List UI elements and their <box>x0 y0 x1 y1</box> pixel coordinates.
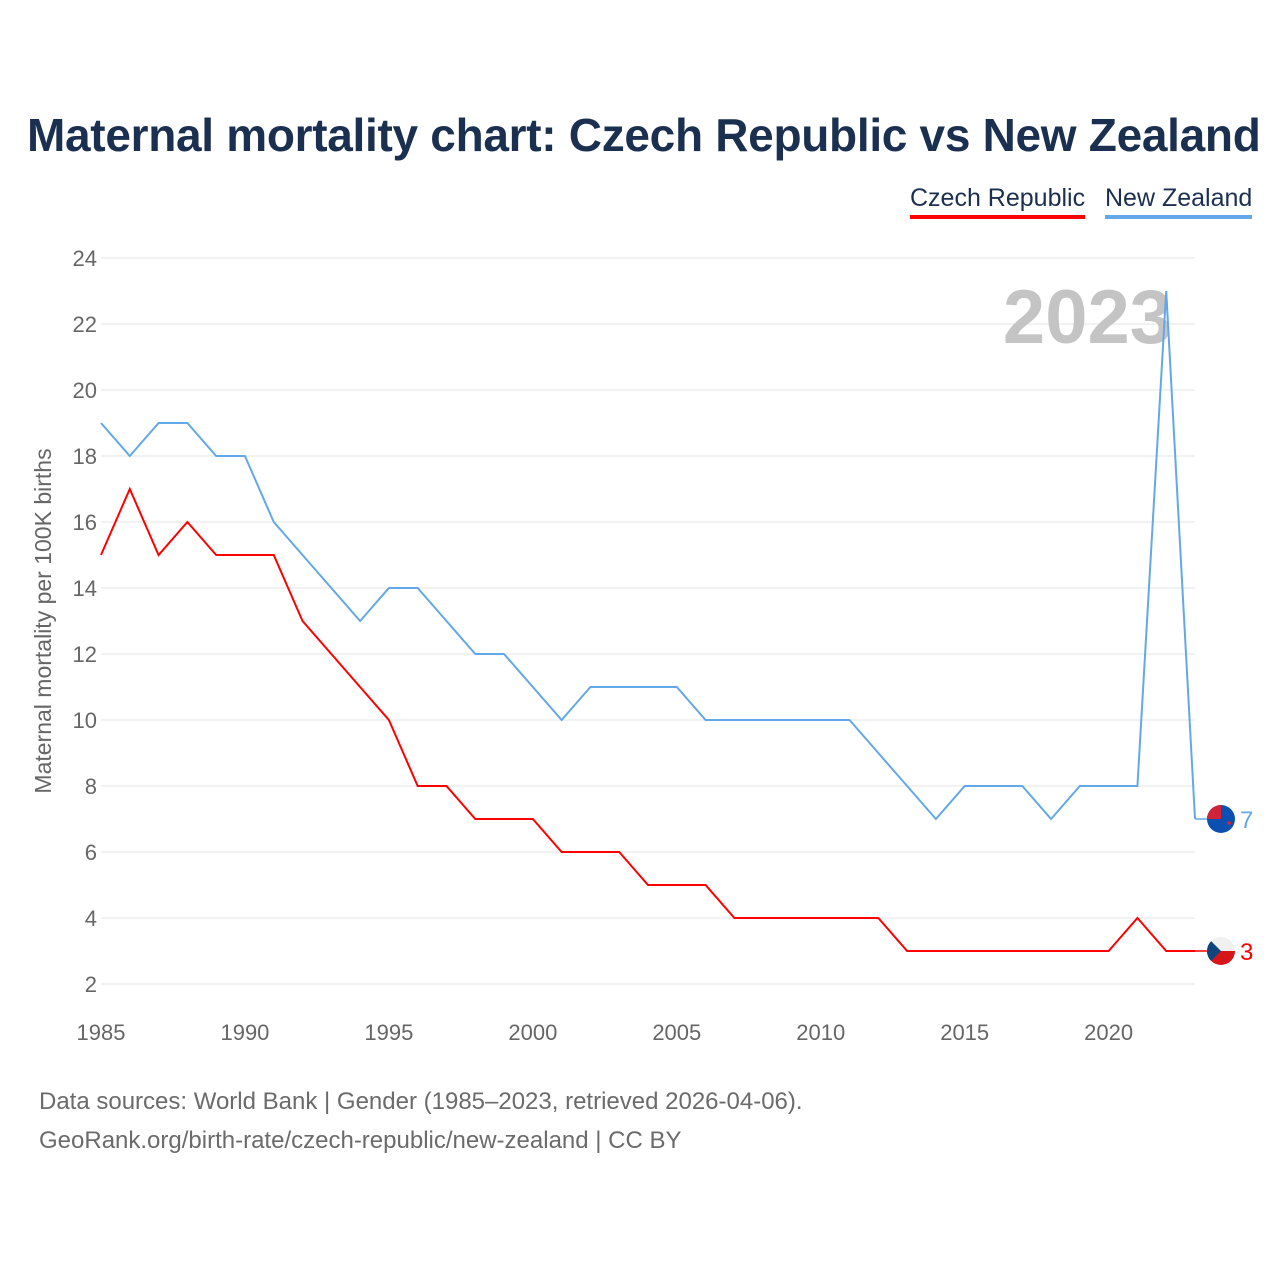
end-value-label: 3 <box>1240 939 1253 966</box>
source-url[interactable]: GeoRank.org/birth-rate/czech-republic/ne… <box>39 1127 682 1154</box>
y-tick-label: 24 <box>73 246 97 271</box>
legend-new-zealand[interactable]: New Zealand <box>1105 184 1253 219</box>
legend-czech-republic[interactable]: Czech Republic <box>910 184 1086 219</box>
x-tick-label: 2015 <box>940 1020 989 1045</box>
y-tick-label: 16 <box>73 510 97 535</box>
y-tick-label: 6 <box>85 840 97 865</box>
y-tick-label: 2 <box>85 972 97 997</box>
y-tick-label: 20 <box>73 378 97 403</box>
x-tick-label: 1995 <box>364 1020 413 1045</box>
y-tick-label: 22 <box>73 312 97 337</box>
y-tick-label: 18 <box>73 444 97 469</box>
czech-flag-blue <box>1206 941 1221 961</box>
x-tick-label: 1985 <box>77 1020 126 1045</box>
x-tick-label: 2020 <box>1084 1020 1133 1045</box>
x-tick-label: 2010 <box>796 1020 845 1045</box>
x-tick-label: 2005 <box>652 1020 701 1045</box>
y-tick-label: 4 <box>85 906 97 931</box>
data-source: Data sources: World Bank | Gender (1985–… <box>39 1088 803 1115</box>
y-tick-label: 12 <box>73 642 97 667</box>
series-line-new-zealand <box>100 290 1196 821</box>
y-tick-label: 8 <box>85 774 97 799</box>
series-line-czech-republic <box>100 486 1195 952</box>
chart-title: Maternal mortality chart: Czech Republic… <box>27 109 1261 161</box>
y-axis-label: Maternal mortality per 100K births <box>30 448 56 793</box>
year-watermark: 2023 <box>1003 275 1172 360</box>
end-value-label: 7 <box>1240 807 1253 834</box>
y-tick-label: 10 <box>73 708 97 733</box>
y-tick-label: 14 <box>73 576 97 601</box>
x-tick-label: 2000 <box>508 1020 557 1045</box>
new-zealand-flag-union <box>1207 805 1221 819</box>
star <box>1227 821 1231 825</box>
x-tick-label: 1990 <box>220 1020 269 1045</box>
